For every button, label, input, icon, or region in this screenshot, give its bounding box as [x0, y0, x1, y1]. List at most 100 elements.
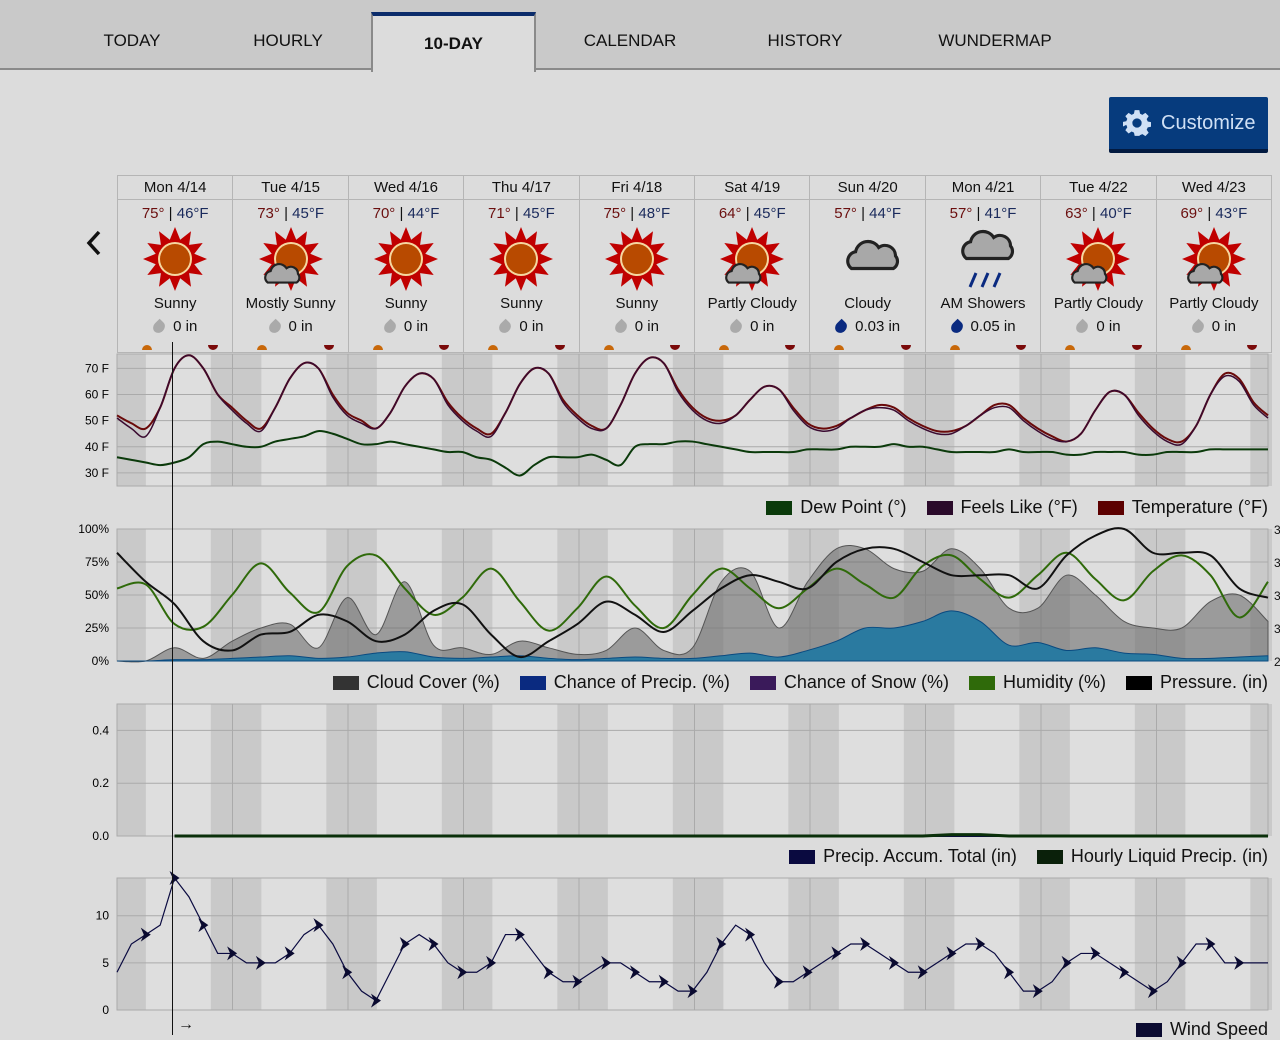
raindrop-icon — [727, 318, 745, 335]
tab-10-day[interactable]: 10-DAY — [371, 12, 536, 72]
wind-direction-marker — [946, 946, 957, 961]
y-tick-label: 0.0 — [92, 829, 109, 843]
night-band — [925, 354, 955, 486]
plot-border — [116, 877, 1269, 1011]
day-card[interactable]: Thu 4/17 71° | 45°F Sunny 0 in — [464, 176, 580, 352]
precip-amount: 0.03 in — [810, 318, 924, 335]
night-band — [672, 354, 695, 486]
sunrise-icon — [142, 345, 152, 350]
night-band — [210, 704, 233, 836]
legend-item[interactable]: Humidity (%) — [968, 672, 1106, 693]
day-date: Tue 4/15 — [233, 176, 348, 200]
legend-label: Temperature (°F) — [1131, 497, 1268, 517]
night-band — [810, 878, 839, 1010]
customize-button[interactable]: Customize — [1109, 97, 1268, 153]
legend-item[interactable]: Pressure. (in) — [1125, 672, 1268, 693]
precip-amount: 0 in — [349, 318, 463, 335]
legend-item[interactable]: Chance of Snow (%) — [749, 672, 949, 693]
low-temp: 45°F — [292, 205, 324, 222]
day-card[interactable]: Sun 4/20 57° | 44°F Cloudy 0.03 in — [810, 176, 926, 352]
night-band — [326, 704, 348, 836]
wind-direction-marker — [1119, 965, 1130, 980]
day-card[interactable]: Tue 4/22 63° | 40°F Partly Cloudy 0 in — [1041, 176, 1157, 352]
legend-item[interactable]: Dew Point (°) — [766, 497, 907, 518]
night-band — [463, 354, 493, 486]
condition-text: Mostly Sunny — [245, 295, 336, 312]
night-band — [694, 704, 724, 836]
day-temps: 71° | 45°F — [488, 205, 555, 222]
night-band — [925, 704, 955, 836]
day-card[interactable]: Tue 4/15 73° | 45°F Mostly Sunny 0 in — [233, 176, 349, 352]
high-temp: 75° — [603, 205, 627, 222]
day-card[interactable]: Mon 4/14 75° | 46°F Sunny 0 in — [118, 176, 234, 352]
legend-label: Pressure. (in) — [1159, 672, 1268, 692]
y-tick-label: 30 F — [85, 466, 109, 480]
sunset-icon — [208, 345, 219, 350]
condition-text: Sunny — [500, 295, 543, 312]
day-card[interactable]: Wed 4/16 70° | 44°F Sunny 0 in — [348, 176, 465, 352]
day-card[interactable]: Sat 4/19 64° | 45°F Partly Cloudy 0 in — [695, 176, 811, 352]
low-temp: 46°F — [176, 205, 209, 222]
night-band — [672, 704, 695, 836]
day-card[interactable]: Wed 4/23 69° | 43°F Partly Cloudy 0 in — [1156, 176, 1272, 352]
sunrise-icon — [834, 345, 845, 350]
wind-direction-marker — [716, 937, 727, 951]
precip-amount: 0 in — [118, 318, 232, 335]
legend-item[interactable]: Wind Speed — [1135, 1019, 1268, 1040]
wind-direction-marker — [543, 965, 554, 980]
legend-item[interactable]: Hourly Liquid Precip. (in) — [1036, 846, 1268, 867]
low-temp: 43°F — [1215, 205, 1248, 222]
time-cursor-line[interactable] — [172, 342, 173, 1035]
tab-today[interactable]: TODAY — [103, 31, 161, 50]
legend-item[interactable]: Precip. Accum. Total (in) — [789, 846, 1017, 867]
series-line-3 — [116, 527, 1269, 659]
temperature-chart: 30 F 40 F 50 F 60 F 70 F — [85, 353, 1272, 487]
night-band — [557, 354, 579, 486]
wind-direction-marker — [140, 927, 151, 942]
day-card[interactable]: Fri 4/18 75° | 48°F Sunny 0 in — [579, 176, 696, 352]
atmosphere-chart: 0% 25% 50% 75% 100% — [78, 522, 1272, 668]
wind-direction-marker — [284, 946, 295, 961]
day-card[interactable]: Mon 4/21 57° | 41°F AM Showers 0.05 in — [925, 176, 1042, 352]
night-band — [1156, 354, 1186, 486]
legend-item[interactable]: Cloud Cover (%) — [332, 672, 500, 693]
night-band — [1019, 704, 1041, 836]
legend-swatch — [749, 675, 776, 690]
night-band — [788, 878, 810, 1010]
sun-weather-icon — [371, 225, 441, 293]
wind-direction-marker — [975, 937, 986, 951]
raindrop-icon — [266, 318, 283, 335]
wind-direction-marker — [1090, 946, 1101, 961]
legend-swatch — [926, 500, 953, 515]
raindrop-icon — [497, 318, 514, 335]
sun-weather-icon — [486, 225, 556, 293]
y-tick-label: 10 — [96, 909, 110, 923]
precip-value: 0 in — [519, 318, 544, 335]
previous-arrow-icon[interactable] — [84, 228, 108, 264]
plot-border — [116, 353, 1269, 487]
legend-item[interactable]: Temperature (°F) — [1097, 497, 1268, 518]
y-tick-label: 0.2 — [92, 776, 109, 790]
sun-weather-icon — [140, 225, 210, 293]
night-band — [326, 354, 348, 486]
night-band — [117, 704, 146, 836]
tab-history[interactable]: HISTORY — [767, 31, 843, 50]
wind-direction-marker — [572, 974, 583, 989]
precip-amount: 0.05 in — [926, 318, 1040, 335]
day-temps: 57° | 41°F — [949, 205, 1017, 222]
legend-item[interactable]: Chance of Precip. (%) — [519, 672, 730, 693]
legend-item[interactable]: Feels Like (°F) — [926, 497, 1078, 518]
tab-calendar[interactable]: CALENDAR — [583, 31, 677, 50]
night-band — [1041, 354, 1070, 486]
tab-wundermap[interactable]: WUNDERMAP — [938, 31, 1052, 50]
tab-hourly[interactable]: HOURLY — [253, 31, 323, 50]
wind-direction-marker — [888, 955, 899, 970]
sun-weather-icon — [602, 225, 672, 293]
night-band — [1156, 704, 1186, 836]
wind-direction-marker — [399, 937, 410, 951]
low-temp: 44°F — [407, 205, 440, 222]
condition-text: Cloudy — [844, 295, 891, 312]
low-temp: 45°F — [522, 205, 555, 222]
low-temp: 45°F — [753, 205, 786, 222]
day-temps: 63° | 40°F — [1065, 205, 1132, 222]
